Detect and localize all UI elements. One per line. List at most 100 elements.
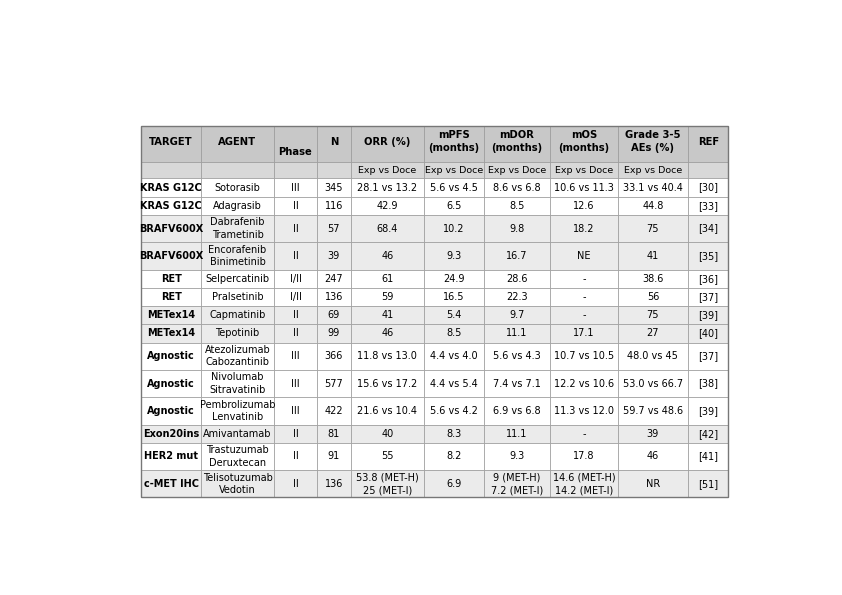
Bar [141,370,201,397]
Bar [424,288,483,306]
Text: III: III [291,183,300,193]
Text: Pembrolizumab
Lenvatinib: Pembrolizumab Lenvatinib [200,400,275,422]
Bar [424,215,483,242]
Bar [688,425,728,443]
Bar [274,270,317,288]
Bar [424,343,483,370]
Text: 422: 422 [324,406,344,416]
Text: 9 (MET-H)
7.2 (MET-I): 9 (MET-H) 7.2 (MET-I) [491,472,543,495]
Text: 10.7 vs 10.5: 10.7 vs 10.5 [554,351,614,361]
Bar [351,343,424,370]
Bar [688,343,728,370]
Bar [351,197,424,215]
Bar [550,343,618,370]
Text: -: - [582,310,586,320]
Bar [688,242,728,270]
Bar [351,215,424,242]
Bar [317,443,351,470]
Bar [201,425,274,443]
Text: mDOR
(months): mDOR (months) [491,130,542,153]
Text: II: II [292,224,298,234]
Text: 46: 46 [381,328,393,339]
Text: 11.1: 11.1 [506,428,528,439]
Bar [201,443,274,470]
Bar [424,306,483,324]
Text: Adagrasib: Adagrasib [213,201,262,211]
Bar [550,215,618,242]
Bar [201,270,274,288]
Bar [317,270,351,288]
Text: 116: 116 [325,201,343,211]
Bar [274,370,317,397]
Bar [618,425,688,443]
Text: Amivantamab: Amivantamab [203,428,272,439]
Text: BRAFV600X: BRAFV600X [139,251,203,261]
Text: 53.0 vs 66.7: 53.0 vs 66.7 [623,378,683,389]
Bar [424,324,483,343]
Text: 68.4: 68.4 [376,224,398,234]
Bar [550,370,618,397]
Bar [688,306,728,324]
Text: ORR (%): ORR (%) [364,136,410,146]
Text: [39]: [39] [698,406,718,416]
Text: 10.2: 10.2 [443,224,465,234]
Text: 16.7: 16.7 [506,251,528,261]
Bar [274,197,317,215]
Bar [351,306,424,324]
Bar [550,425,618,443]
Text: 38.6: 38.6 [642,274,663,284]
Text: 40: 40 [381,428,393,439]
Text: 22.3: 22.3 [506,292,528,302]
Text: RET: RET [161,274,182,284]
Text: Dabrafenib
Trametinib: Dabrafenib Trametinib [210,217,264,240]
Text: 39: 39 [647,428,659,439]
Bar [618,178,688,197]
Bar [550,306,618,324]
Bar [274,288,317,306]
Bar [424,370,483,397]
Bar [351,162,424,178]
Text: 81: 81 [328,428,340,439]
Text: [42]: [42] [698,428,718,439]
Bar [550,242,618,270]
Text: N: N [330,136,338,146]
Text: 17.1: 17.1 [573,328,594,339]
Bar [483,343,550,370]
Bar [141,242,201,270]
Text: Pralsetinib: Pralsetinib [211,292,264,302]
Text: 56: 56 [647,292,659,302]
Text: -: - [582,292,586,302]
Text: 28.6: 28.6 [506,274,528,284]
Bar [483,288,550,306]
Text: Grade 3-5
AEs (%): Grade 3-5 AEs (%) [625,130,680,153]
Text: III: III [291,406,300,416]
Bar [201,288,274,306]
Text: Exp vs Doce: Exp vs Doce [424,166,482,175]
Text: Trastuzumab
Deruxtecan: Trastuzumab Deruxtecan [206,445,269,468]
Bar [618,443,688,470]
Bar [483,470,550,497]
Text: Encorafenib
Binimetinib: Encorafenib Binimetinib [208,245,267,267]
Text: I/II: I/II [290,274,301,284]
Bar [618,343,688,370]
Bar [201,126,274,162]
Text: 39: 39 [328,251,340,261]
Text: 11.8 vs 13.0: 11.8 vs 13.0 [357,351,417,361]
Text: 21.6 vs 10.4: 21.6 vs 10.4 [357,406,418,416]
Bar [424,397,483,425]
Bar [550,470,618,497]
Bar [274,343,317,370]
Text: [40]: [40] [698,328,718,339]
Text: [41]: [41] [698,452,718,462]
Text: 8.3: 8.3 [446,428,461,439]
Text: 577: 577 [324,378,344,389]
Bar [141,443,201,470]
Text: RET: RET [161,292,182,302]
Text: II: II [292,201,298,211]
Text: 42.9: 42.9 [376,201,398,211]
Bar [618,288,688,306]
Text: 17.8: 17.8 [573,452,594,462]
Bar [141,425,201,443]
Bar [688,162,728,178]
Text: REF: REF [698,136,719,146]
